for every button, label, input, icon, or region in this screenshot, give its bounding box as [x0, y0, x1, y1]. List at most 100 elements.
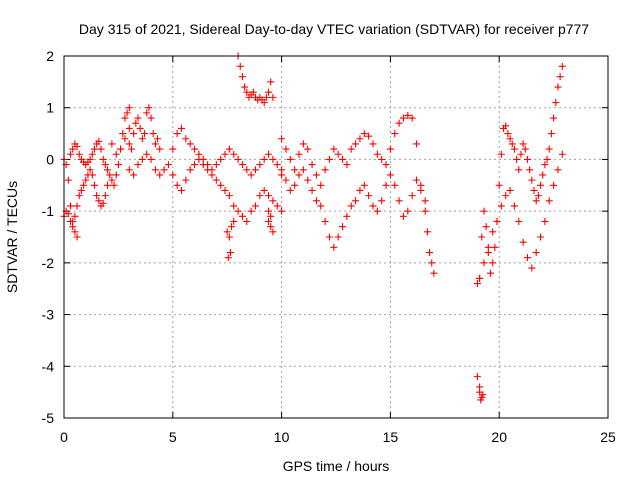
data-point [225, 145, 233, 153]
data-point [334, 150, 342, 158]
data-point [334, 233, 342, 241]
data-point [241, 83, 249, 91]
data-point [265, 88, 273, 96]
data-point [236, 62, 244, 70]
data-point [528, 176, 536, 184]
data-point [373, 207, 381, 215]
data-point [267, 78, 275, 86]
data-point [86, 166, 94, 174]
data-point [130, 171, 138, 179]
data-point [543, 155, 551, 163]
x-tick-label: 20 [491, 429, 507, 445]
data-point [141, 130, 149, 138]
x-axis-label: GPS time / hours [283, 458, 390, 474]
data-point [156, 171, 164, 179]
data-point [295, 150, 303, 158]
data-point [238, 161, 246, 169]
data-point [199, 161, 207, 169]
data-point [391, 130, 399, 138]
data-point [506, 186, 514, 194]
data-point [125, 140, 133, 148]
data-point [547, 130, 555, 138]
data-point [365, 192, 373, 200]
data-point [473, 280, 481, 288]
data-point [325, 155, 333, 163]
data-point [382, 161, 390, 169]
data-point [399, 114, 407, 122]
data-point [360, 181, 368, 189]
data-point [497, 202, 505, 210]
data-point [489, 228, 497, 236]
data-point [491, 243, 499, 251]
data-point [221, 186, 229, 194]
data-point [317, 202, 325, 210]
data-point [545, 145, 553, 153]
data-point [295, 171, 303, 179]
data-point [67, 150, 75, 158]
data-point [537, 233, 545, 241]
data-point [143, 109, 151, 117]
data-point [502, 122, 510, 130]
data-point [249, 88, 257, 96]
data-point [119, 130, 127, 138]
data-point [228, 223, 236, 231]
data-point [234, 207, 242, 215]
data-point [75, 150, 83, 158]
data-point [278, 207, 286, 215]
data-point [273, 161, 281, 169]
data-point [224, 254, 232, 262]
data-point [71, 228, 79, 236]
data-point [558, 150, 566, 158]
data-point [554, 166, 562, 174]
data-point [251, 202, 259, 210]
data-point [493, 217, 501, 225]
data-point [90, 181, 98, 189]
x-tick-label: 5 [169, 429, 177, 445]
data-point [88, 150, 96, 158]
data-point [482, 223, 490, 231]
data-point [108, 176, 116, 184]
data-point [382, 181, 390, 189]
data-point [82, 176, 90, 184]
data-point [151, 166, 159, 174]
data-point [75, 192, 83, 200]
data-point [552, 99, 560, 107]
data-point [386, 145, 394, 153]
data-point [221, 150, 229, 158]
data-point [86, 155, 94, 163]
data-point [478, 233, 486, 241]
data-point [391, 181, 399, 189]
data-point [223, 228, 231, 236]
data-point [132, 119, 140, 127]
data-point [528, 264, 536, 272]
data-point [480, 207, 488, 215]
data-point [360, 130, 368, 138]
data-point [225, 233, 233, 241]
y-tick-label: 0 [46, 151, 54, 167]
data-point [508, 140, 516, 148]
data-point [80, 181, 88, 189]
data-point [330, 145, 338, 153]
data-point [182, 135, 190, 143]
data-point [365, 132, 373, 140]
data-point [308, 161, 316, 169]
data-point [506, 135, 514, 143]
data-point [426, 249, 434, 257]
data-point [556, 73, 564, 81]
data-point [399, 212, 407, 220]
data-point [404, 207, 412, 215]
data-point [173, 181, 181, 189]
data-point [343, 161, 351, 169]
data-point [225, 192, 233, 200]
data-point [169, 171, 177, 179]
data-point [130, 130, 138, 138]
data-point [147, 114, 155, 122]
data-point [282, 176, 290, 184]
data-point [69, 223, 77, 231]
data-point [545, 197, 553, 205]
data-point [123, 109, 131, 117]
data-point [64, 176, 72, 184]
data-point [484, 243, 492, 251]
